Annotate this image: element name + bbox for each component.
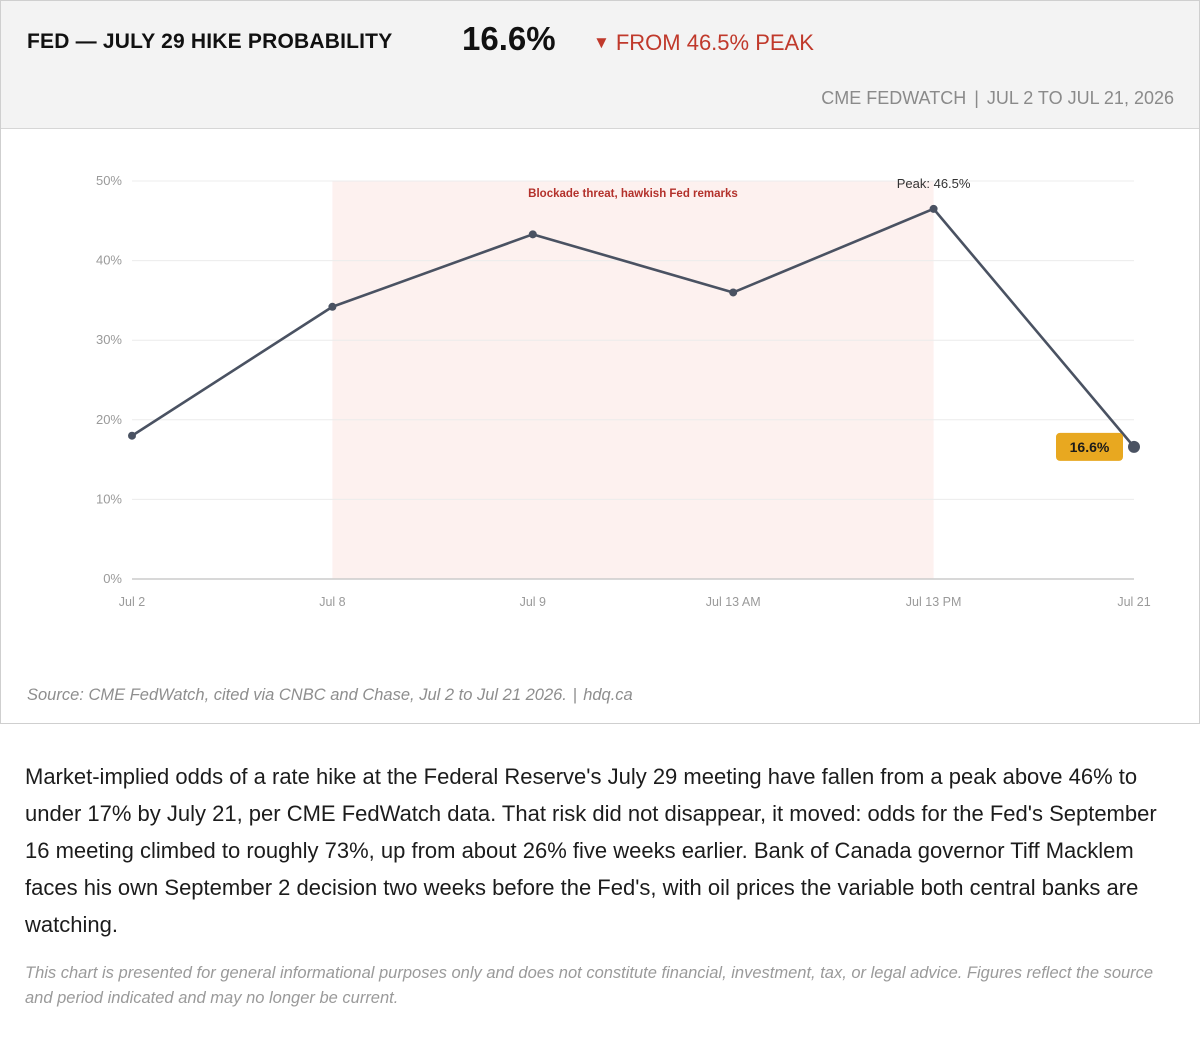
data-point [128,431,136,440]
shaded-region-label: Blockade threat, hawkish Fed remarks [528,188,738,200]
x-tick-label: Jul 13 AM [706,595,761,609]
y-tick-label: 50% [96,173,122,188]
x-tick-label: Jul 13 PM [906,595,962,609]
last-value-label: 16.6% [1070,439,1110,455]
chart-title: FED — JULY 29 HIKE PROBABILITY [27,30,393,53]
y-tick-label: 0% [103,571,122,586]
source-separator: | [572,686,578,704]
y-tick-label: 30% [96,332,122,347]
description-paragraph: Market-implied odds of a rate hike at th… [25,764,1157,937]
x-tick-label: Jul 8 [319,595,345,609]
x-tick-label: Jul 2 [119,595,145,609]
current-value: 16.6% [462,20,556,57]
data-point [328,302,337,311]
change-text: FROM 46.5% PEAK [615,30,814,55]
last-value-badge [1056,432,1123,461]
x-tick-label: Jul 21 [1117,595,1150,609]
period: JUL 2 TO JUL 21, 2026 [986,88,1174,108]
y-tick-label: 10% [96,491,122,506]
site-name: hdq.ca [583,686,633,704]
line-chart: Blockade threat, hawkish Fed remarks 0% 10… [96,173,1151,609]
source-period-line: CME FEDWATCH | JUL 2 TO JUL 21, 2026 [821,88,1174,109]
chart-header: FED — JULY 29 HIKE PROBABILITY 16.6% ▼ FR… [1,1,1199,129]
y-tick-label: 20% [96,412,122,427]
data-point [1128,440,1140,453]
series-line [131,207,1135,448]
data-point [528,230,537,239]
data-point [929,204,938,213]
chart-card: FED — JULY 29 HIKE PROBABILITY 16.6% ▼ FR… [0,0,1200,724]
disclaimer-text: This chart is presented for general info… [25,964,1154,1007]
source-text: Source: CME FedWatch, cited via CNBC and… [27,686,567,704]
source-name: CME FEDWATCH [821,88,967,108]
peak-label: Peak: 46.5% [897,176,971,191]
change-indicator: ▼ FROM 46.5% PEAK [593,30,814,56]
source-note: Source: CME FedWatch, cited via CNBC and… [27,686,633,705]
data-point [729,288,738,297]
shaded-region [332,181,934,579]
x-tick-label: Jul 9 [520,595,546,609]
down-arrow-icon: ▼ [593,33,610,52]
y-tick-label: 40% [96,253,122,268]
separator: | [974,88,979,108]
